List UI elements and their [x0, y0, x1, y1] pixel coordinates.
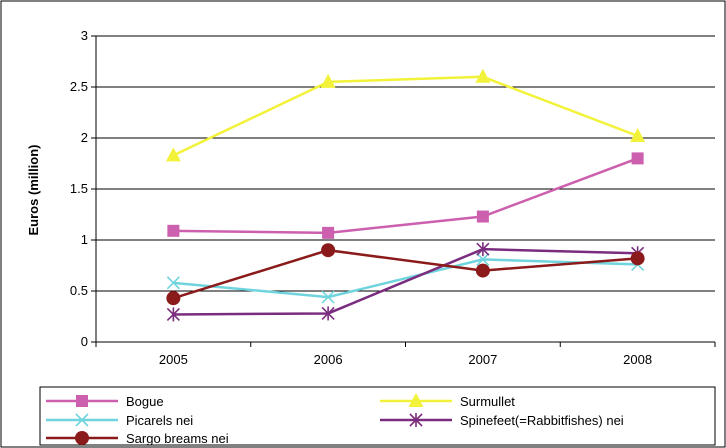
data-point: [476, 210, 489, 223]
legend-marker: [408, 393, 424, 407]
series-3: [166, 242, 645, 322]
legend-marker: [76, 395, 88, 407]
series-group: [165, 68, 646, 322]
data-point: [166, 276, 180, 290]
x-tick-label: 2006: [314, 352, 343, 367]
data-point: [475, 68, 491, 83]
y-tick-label: 2: [81, 130, 88, 145]
data-point: [167, 224, 180, 237]
x-tick-label: 2007: [468, 352, 497, 367]
legend-label: Surmullet: [460, 394, 515, 409]
legend-item: Spinefeet(=Rabbitfishes) nei: [380, 413, 624, 428]
legend-marker: [409, 413, 423, 427]
legend-marker: [75, 431, 89, 445]
data-point: [475, 263, 490, 278]
series-1: [165, 68, 646, 162]
data-point: [166, 291, 181, 306]
x-tick-labels: 2005 2006 2007 2008: [159, 352, 652, 367]
y-tick-label: 0.5: [70, 283, 88, 298]
series-0: [167, 152, 644, 239]
legend-label: Spinefeet(=Rabbitfishes) nei: [460, 413, 624, 428]
legend-item: Picarels nei: [46, 413, 193, 428]
y-tick-labels: 0 0.5 1 1.5 2 2.5 3: [70, 28, 88, 349]
legend-item: Sargo breams nei: [46, 431, 229, 446]
series-line: [173, 258, 638, 299]
y-tick-label: 1: [81, 232, 88, 247]
legend-item: Bogue: [46, 394, 164, 409]
data-point: [631, 152, 644, 165]
data-point: [320, 73, 336, 88]
legend-marker: [75, 413, 89, 427]
series-4: [166, 243, 645, 306]
data-point: [630, 127, 646, 142]
gridlines: [96, 35, 715, 292]
series-line: [173, 248, 638, 300]
data-point: [630, 251, 645, 266]
legend-label: Bogue: [126, 394, 164, 409]
data-point: [321, 290, 335, 304]
series-line: [173, 247, 638, 316]
data-point: [166, 307, 180, 322]
y-tick-label: 1.5: [70, 181, 88, 196]
x-tick-label: 2008: [623, 352, 652, 367]
y-tick-label: 3: [81, 28, 88, 43]
legend-label: Picarels nei: [126, 413, 193, 428]
y-axis-label: Euros (million): [26, 145, 41, 236]
axes: [91, 35, 716, 347]
data-point: [476, 242, 490, 257]
legend: Bogue Surmullet Picarels nei Spinefeet(=Rab…: [46, 393, 624, 446]
data-point: [322, 226, 335, 239]
legend-label: Sargo breams nei: [126, 431, 229, 446]
series-2: [166, 252, 645, 304]
legend-item: Surmullet: [380, 393, 515, 409]
data-point: [476, 252, 490, 266]
legend-box: [39, 386, 716, 446]
data-point: [165, 147, 181, 162]
y-tick-label: 2.5: [70, 79, 88, 94]
data-point: [321, 243, 336, 258]
series-line: [173, 157, 639, 235]
y-tick-label: 0: [81, 334, 88, 349]
x-tick-label: 2005: [159, 352, 188, 367]
series-line: [172, 75, 639, 157]
data-point: [321, 306, 335, 321]
